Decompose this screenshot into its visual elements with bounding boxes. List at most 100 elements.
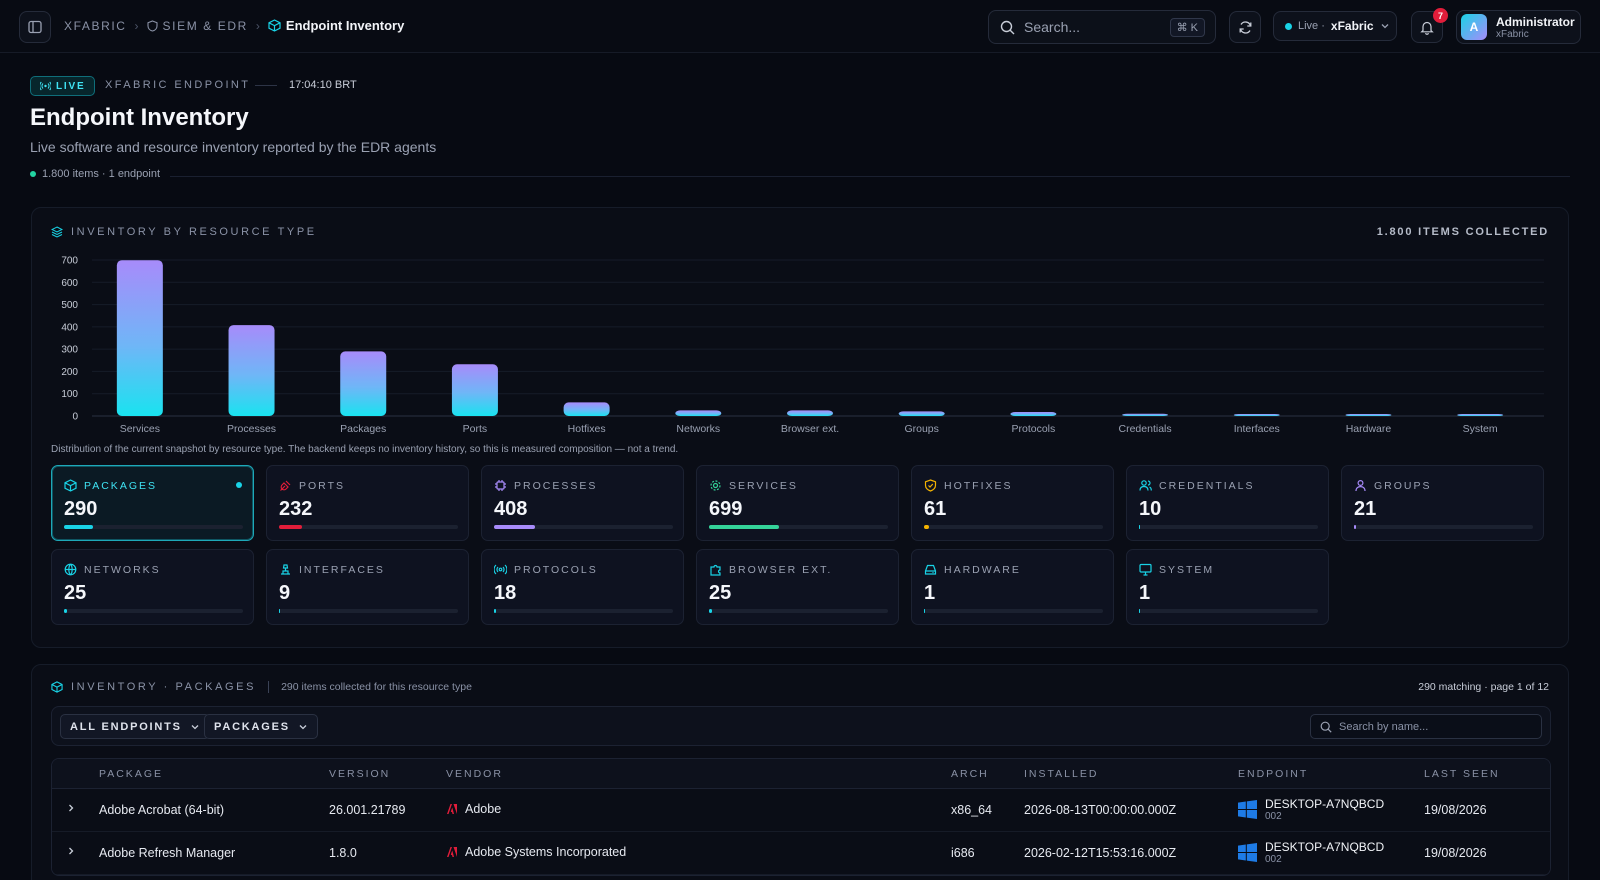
y-tick-label: 200 bbox=[61, 367, 78, 378]
top-bar: XFABRIC › SIEM & EDR › Endpoint Inventor… bbox=[0, 0, 1600, 53]
x-tick-label: Services bbox=[120, 423, 160, 435]
bar-services[interactable] bbox=[116, 260, 163, 416]
resource-card-hotfixes[interactable]: HOTFIXES 61 bbox=[911, 465, 1114, 541]
breadcrumb-item-siem[interactable]: SIEM & EDR bbox=[146, 19, 248, 33]
column-header-version[interactable]: VERSION bbox=[329, 768, 391, 780]
table-title: INVENTORY · PACKAGES bbox=[71, 681, 257, 693]
shield-icon bbox=[146, 19, 158, 32]
card-label-text: HARDWARE bbox=[944, 563, 1021, 576]
x-tick-label: Hardware bbox=[1346, 423, 1392, 435]
y-tick-label: 100 bbox=[61, 389, 78, 400]
bar-protocols[interactable] bbox=[1010, 411, 1057, 416]
card-value: 699 bbox=[709, 498, 743, 520]
inventory-table-panel: INVENTORY · PACKAGES 290 items collected… bbox=[31, 664, 1569, 880]
column-header-endpoint[interactable]: ENDPOINT bbox=[1238, 768, 1309, 780]
bar-hardware[interactable] bbox=[1345, 414, 1392, 416]
adobe-logo-icon bbox=[447, 847, 457, 857]
bar-groups[interactable] bbox=[898, 411, 945, 416]
chevron-down-icon bbox=[191, 724, 199, 729]
bar-processes[interactable] bbox=[228, 325, 275, 416]
card-label: INTERFACES bbox=[279, 563, 385, 576]
user-menu[interactable]: A Administrator xFabric bbox=[1456, 10, 1581, 44]
live-label: Live · bbox=[1298, 20, 1325, 32]
cell-endpoint[interactable]: DESKTOP-A7NQBCD 002 bbox=[1238, 797, 1384, 822]
endpoint-name: DESKTOP-A7NQBCD bbox=[1265, 840, 1385, 854]
card-progress-fill bbox=[924, 525, 930, 529]
endpoint-id: 002 bbox=[1265, 811, 1282, 822]
bar-system[interactable] bbox=[1457, 414, 1504, 416]
breadcrumb-item-current: Endpoint Inventory bbox=[268, 18, 404, 33]
column-header-last-seen[interactable]: LAST SEEN bbox=[1424, 768, 1500, 780]
clock: 17:04:10 BRT bbox=[289, 79, 357, 91]
page-subtitle: Live software and resource inventory rep… bbox=[30, 139, 437, 155]
resource-card-groups[interactable]: GROUPS 21 bbox=[1341, 465, 1544, 541]
card-progress-fill bbox=[1139, 609, 1141, 613]
bar-packages[interactable] bbox=[340, 351, 387, 416]
card-progress-fill bbox=[64, 609, 67, 613]
cell-package: Adobe Acrobat (64-bit) bbox=[99, 803, 225, 817]
x-tick-label: Browser ext. bbox=[781, 423, 839, 435]
card-progress-fill bbox=[924, 609, 926, 613]
cell-installed: 2026-02-12T15:53:16.000Z bbox=[1024, 846, 1177, 860]
card-progress-track bbox=[1354, 525, 1533, 529]
vendor-name: Adobe bbox=[465, 802, 502, 816]
resource-card-packages[interactable]: PACKAGES 290 bbox=[51, 465, 254, 541]
column-header-arch[interactable]: ARCH bbox=[951, 768, 989, 780]
table-row[interactable]: Adobe Refresh Manager 1.8.0 Adobe Systems … bbox=[52, 832, 1550, 875]
chart-caption: Distribution of the current snapshot by … bbox=[51, 444, 679, 455]
bar-networks[interactable] bbox=[675, 410, 722, 416]
users-icon bbox=[1139, 480, 1152, 491]
card-label: HARDWARE bbox=[924, 563, 1021, 576]
page-eyebrow: XFABRIC ENDPOINT bbox=[105, 79, 251, 91]
bar-credentials[interactable] bbox=[1122, 413, 1169, 416]
x-tick-label: System bbox=[1463, 423, 1498, 435]
name-search-input[interactable]: Search by name... bbox=[1310, 714, 1542, 739]
package-icon bbox=[64, 479, 77, 492]
endpoint-id: 002 bbox=[1265, 854, 1282, 865]
resource-card-services[interactable]: SERVICES 699 bbox=[696, 465, 899, 541]
adobe-logo-icon bbox=[447, 804, 457, 814]
bar-browser-ext[interactable] bbox=[787, 410, 833, 416]
endpoint-name: DESKTOP-A7NQBCD bbox=[1265, 797, 1385, 811]
bar-ports[interactable] bbox=[451, 364, 498, 416]
resource-card-protocols[interactable]: PROTOCOLS 18 bbox=[481, 549, 684, 625]
user-org: xFabric bbox=[1496, 28, 1529, 40]
resource-card-system[interactable]: SYSTEM 1 bbox=[1126, 549, 1329, 625]
bar-interfaces[interactable] bbox=[1233, 413, 1280, 416]
chevron-right-icon: › bbox=[134, 18, 139, 33]
divider bbox=[268, 681, 270, 693]
resource-type-select[interactable]: PACKAGES bbox=[204, 714, 318, 739]
global-search-input[interactable]: Search... ⌘ K bbox=[988, 10, 1216, 44]
expand-row-button[interactable] bbox=[66, 802, 76, 816]
resource-card-browser-ext[interactable]: BROWSER EXT. 25 bbox=[696, 549, 899, 625]
resource-card-networks[interactable]: NETWORKS 25 bbox=[51, 549, 254, 625]
breadcrumb-item-xfabric[interactable]: XFABRIC bbox=[64, 18, 127, 33]
expand-row-button[interactable] bbox=[66, 845, 76, 859]
table-row[interactable]: Adobe Acrobat (64-bit) 26.001.21789 Adobe x… bbox=[52, 789, 1550, 832]
column-header-package[interactable]: PACKAGE bbox=[99, 768, 163, 780]
endpoint-filter-select[interactable]: ALL ENDPOINTS bbox=[60, 714, 210, 739]
chevron-down-icon bbox=[299, 724, 307, 729]
cell-last-seen: 19/08/2026 bbox=[1424, 803, 1487, 817]
selected-indicator bbox=[236, 482, 242, 488]
resource-card-interfaces[interactable]: INTERFACES 9 bbox=[266, 549, 469, 625]
x-tick-label: Processes bbox=[227, 423, 276, 435]
x-tick-label: Networks bbox=[676, 423, 720, 435]
card-label-text: BROWSER EXT. bbox=[729, 563, 833, 576]
cell-endpoint[interactable]: DESKTOP-A7NQBCD 002 bbox=[1238, 840, 1384, 865]
layers-icon bbox=[51, 226, 63, 238]
resource-card-hardware[interactable]: HARDWARE 1 bbox=[911, 549, 1114, 625]
resource-card-processes[interactable]: PROCESSES 408 bbox=[481, 465, 684, 541]
resource-card-ports[interactable]: PORTS 232 bbox=[266, 465, 469, 541]
bar-hotfixes[interactable] bbox=[563, 402, 610, 416]
card-value: 61 bbox=[924, 498, 947, 520]
column-header-installed[interactable]: INSTALLED bbox=[1024, 768, 1099, 780]
sidebar-toggle-button[interactable] bbox=[19, 11, 51, 43]
chevron-right-icon bbox=[69, 804, 74, 812]
resource-card-credentials[interactable]: CREDENTIALS 10 bbox=[1126, 465, 1329, 541]
refresh-button[interactable] bbox=[1229, 11, 1261, 43]
windows-icon bbox=[1238, 843, 1257, 862]
column-header-vendor[interactable]: VENDOR bbox=[446, 768, 503, 780]
card-progress-fill bbox=[1354, 525, 1357, 529]
tenant-selector[interactable]: Live · xFabric bbox=[1273, 11, 1397, 41]
